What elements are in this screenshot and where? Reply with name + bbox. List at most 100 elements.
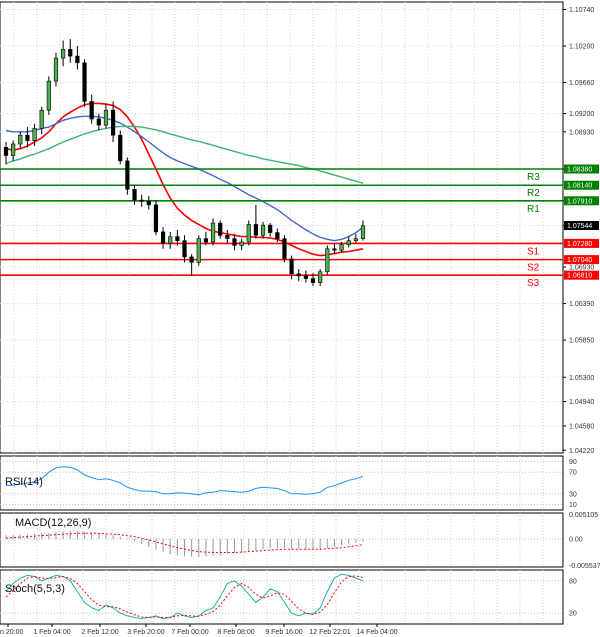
candle-body-down (75, 55, 80, 64)
candle (103, 103, 109, 129)
pivot-price-tag-text: 1.08140 (567, 183, 592, 190)
rsi-y-tick-label: 10 (569, 502, 577, 509)
candle-body-down (282, 238, 287, 260)
rsi-y-tick-label: 70 (569, 470, 577, 477)
candle (153, 200, 159, 236)
rsi-line (5, 466, 364, 496)
candle-body-up (246, 224, 251, 243)
macd-y-tick-label: -0.005537 (569, 563, 600, 570)
candle (246, 220, 251, 246)
candle (111, 101, 116, 142)
pivot-level-label-r3: R3 (527, 172, 540, 183)
x-tick-label: Jan 20:00 (0, 629, 23, 636)
candle-body-down (225, 234, 230, 239)
candle (168, 231, 173, 249)
candle-body-down (3, 147, 9, 156)
pivot-level-label-r1: R1 (527, 204, 540, 215)
candle (118, 130, 123, 165)
pivot-level-label-s2: S2 (527, 263, 540, 274)
candle-body-down (289, 258, 294, 275)
pivot-price-tag (564, 255, 599, 265)
candle (196, 235, 201, 266)
candle-body-up (32, 128, 37, 141)
candle-body-down (275, 232, 280, 239)
pivot-price-tag (564, 180, 599, 190)
macd-panel: MACD(12,26,9) (5, 517, 364, 557)
candle-body-down (118, 134, 123, 162)
candle-body-down (125, 160, 130, 190)
axis-labels: 1.10740 1.10200 1.09660 1.09200 1.08930 1.083… (0, 7, 600, 636)
x-tick-label: 9 Feb 16:00 (265, 629, 302, 636)
stoch-k-line (5, 573, 364, 620)
candle (82, 59, 87, 107)
price-y-tick-label: 1.05850 (569, 338, 594, 345)
stoch-y-tick-label: 20 (569, 611, 577, 618)
candle-body-down (146, 201, 151, 206)
candle (53, 52, 59, 87)
candle-body-down (310, 278, 316, 283)
current-price-tag (564, 221, 599, 231)
candle (232, 233, 237, 251)
candle (296, 269, 301, 282)
candle-body-down (25, 134, 30, 141)
candle-body-down (132, 188, 137, 201)
candle-body-up (346, 240, 351, 246)
price-y-tick-label: 1.04220 (569, 448, 594, 455)
macd-signal-line (5, 532, 364, 553)
candle (353, 233, 358, 244)
pivot-price-tag-text: 1.07280 (567, 241, 592, 248)
candle (332, 243, 337, 255)
candle-body-up (103, 109, 109, 126)
candle (125, 157, 130, 195)
price-y-tick-label: 1.09660 (569, 80, 594, 87)
candle (339, 242, 344, 253)
candle-body-up (353, 238, 358, 241)
candle (282, 235, 287, 263)
price-y-tick-label: 1.05300 (569, 375, 594, 382)
candle-body-down (68, 49, 73, 57)
candle (32, 123, 37, 147)
moving-average-line-3 (5, 125, 364, 184)
candle (346, 236, 351, 248)
candle (289, 255, 294, 280)
candle (139, 194, 144, 207)
candle-body-down (218, 222, 223, 236)
macd-title: MACD(12,26,9) (15, 517, 91, 529)
x-tick-label: 3 Feb 20:00 (127, 629, 164, 636)
price-panel: R3 R2 R1 S1 S2 S3 (0, 39, 563, 289)
x-tick-label: 7 Feb 00:00 (171, 629, 208, 636)
candle-body-up (18, 134, 23, 145)
candle (46, 76, 51, 115)
candle-body-up (239, 241, 244, 246)
pivot-price-tag (564, 196, 599, 206)
candle-body-down (160, 231, 166, 244)
candle-body-down (268, 224, 273, 233)
candle-body-up (11, 143, 16, 156)
candle (68, 39, 73, 63)
candle (310, 273, 316, 286)
candle (132, 184, 137, 205)
candle (360, 220, 366, 241)
candle-body-up (39, 109, 44, 129)
candle-body-down (182, 240, 187, 258)
moving-average-line-1 (5, 102, 364, 257)
pivot-price-tag (564, 238, 599, 248)
candle-body-down (296, 273, 301, 277)
pivot-price-tag-text: 1.07910 (567, 198, 592, 205)
x-tick-label: 8 Feb 08:00 (217, 629, 254, 636)
candle-body-down (139, 199, 144, 202)
price-y-tick-label: 1.08930 (569, 129, 594, 136)
candle-body-up (210, 222, 216, 243)
candle (303, 270, 308, 283)
candle-body-down (89, 101, 94, 120)
candle-body-down (175, 236, 180, 241)
candle (75, 45, 80, 70)
stoch-d-line (5, 575, 364, 619)
x-tick-label: 1 Feb 04:00 (33, 629, 70, 636)
price-y-tick-label: 1.09200 (569, 111, 594, 118)
price-y-tick-label: 1.10740 (569, 7, 594, 14)
candle-body-up (196, 238, 201, 263)
x-tick-label: 2 Feb 12:00 (81, 629, 118, 636)
candle (182, 235, 187, 263)
candle (275, 228, 280, 243)
